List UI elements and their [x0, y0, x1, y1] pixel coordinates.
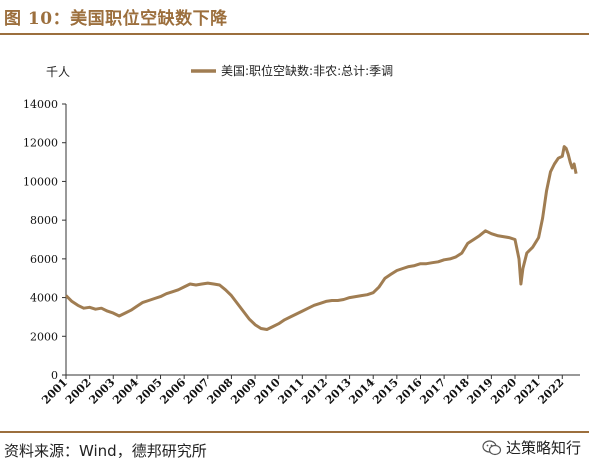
wechat-icon [482, 439, 502, 455]
x-tick-label: 2014 [346, 376, 377, 407]
y-tick-label: 2000 [30, 330, 58, 343]
x-tick-label: 2007 [181, 376, 212, 407]
x-tick-label: 2006 [157, 376, 188, 407]
x-tick-label: 2004 [110, 376, 141, 407]
footer-divider [0, 431, 589, 433]
x-tick-label: 2022 [536, 376, 567, 407]
line-chart: 0 2000 4000 6000 8000 10000 12000 14000 2001200… [23, 63, 580, 407]
x-tick-label: 2019 [465, 376, 496, 407]
x-tick-label: 2011 [276, 376, 307, 407]
x-tick-label: 2017 [417, 376, 448, 407]
y-tick-label: 0 [51, 369, 58, 382]
x-tick-label: 2009 [228, 376, 259, 407]
x-tick-label: 2003 [87, 376, 118, 407]
y-tick-label: 6000 [30, 253, 58, 266]
watermark-text: 达策略知行 [505, 439, 581, 457]
watermark: 达策略知行 [482, 437, 581, 458]
x-tick-label: 2015 [370, 376, 401, 407]
legend-label: 美国:职位空缺数:非农:总计:季调 [221, 63, 393, 78]
figure-title: 图 10：美国职位空缺数下降 [4, 9, 228, 29]
y-tick-label: 12000 [23, 137, 58, 150]
y-tick-label: 10000 [23, 175, 58, 188]
x-tick-label: 2013 [323, 376, 354, 407]
title-divider [0, 33, 589, 35]
x-tick-label: 2012 [299, 376, 330, 407]
x-tick-label: 2005 [134, 376, 165, 407]
x-tick-label: 2021 [512, 376, 543, 407]
y-tick-label: 8000 [30, 214, 58, 227]
y-axis: 0 2000 4000 6000 8000 10000 12000 14000 [23, 98, 67, 382]
x-axis: 2001200220032004200520062007200820092010… [39, 374, 580, 407]
x-tick-label: 2016 [394, 376, 425, 407]
x-tick-label: 2010 [252, 376, 283, 407]
y-tick-label: 14000 [23, 98, 58, 111]
x-tick-label: 2018 [441, 376, 472, 407]
y-axis-unit-label: 千人 [46, 65, 70, 79]
x-tick-label: 2008 [205, 376, 236, 407]
x-tick-label: 2002 [63, 376, 94, 407]
legend: 美国:职位空缺数:非农:总计:季调 [191, 63, 393, 78]
x-tick-label: 2020 [488, 376, 519, 407]
source-note: 资料来源：Wind，德邦研究所 [4, 442, 207, 460]
series-line-job-openings [64, 145, 578, 331]
y-tick-label: 4000 [30, 292, 58, 305]
